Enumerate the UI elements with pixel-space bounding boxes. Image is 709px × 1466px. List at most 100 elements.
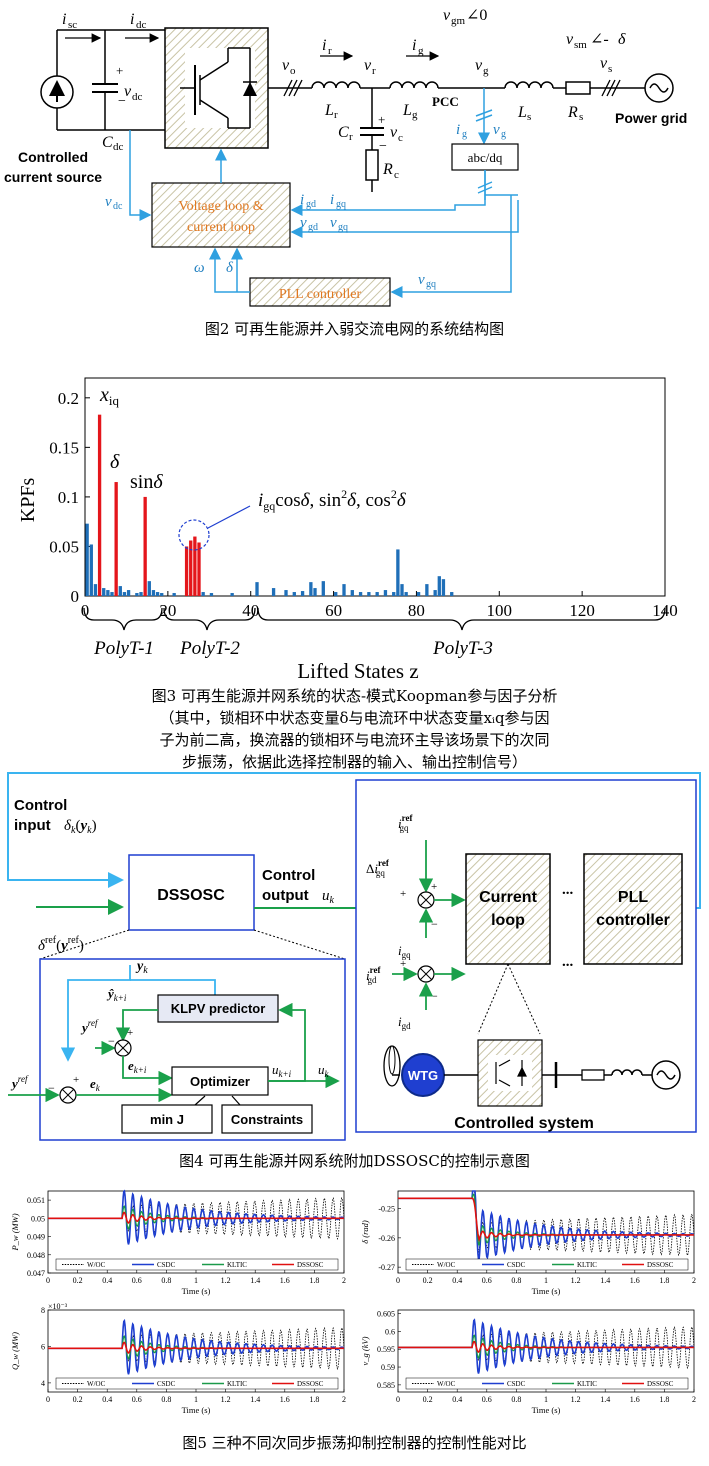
fig5-x-tick-label: 1 [194,1276,198,1285]
fig5-x-tick-label: 1.2 [571,1395,581,1404]
fig5-y-tick-label: 0.585 [377,1381,395,1390]
fig3-bar [147,581,151,596]
svg-text:R: R [567,104,578,121]
svg-text:sm: sm [574,39,587,51]
svg-text:g: g [412,109,418,121]
fig5-x-tick-label: 1.2 [571,1276,581,1285]
fig5-x-tick-label: 0.6 [132,1395,142,1404]
ek-symbol: ek [90,1076,101,1093]
svg-text:g: g [501,129,506,140]
fig5-x-tick-label: 0 [396,1395,400,1404]
svg-text:L: L [324,102,334,119]
fig5-legend-label: DSSOSC [297,1261,324,1269]
fig3-bar [416,592,421,596]
power-grid-icon [644,73,674,103]
fig5-x-tick-label: 1.6 [630,1276,640,1285]
fig3-bar [209,593,214,596]
wind-turbine-icon [383,1045,445,1097]
min-j-block [121,1104,213,1134]
fig5-x-tick-label: 0.4 [102,1395,112,1404]
fig3-bar [313,588,317,596]
fig5-legend-label: W/OC [437,1261,456,1269]
inductor-lr-icon [311,81,361,89]
current-loop-label-2: loop [491,912,525,929]
fig3-bar [93,584,98,596]
fig5-y-tick-label: 0.605 [377,1310,395,1319]
dssosc-label: DSSOSC [157,887,225,904]
pll-label-1: PLL [618,889,648,906]
svg-text:dc: dc [132,91,143,103]
svg-text:v: v [475,57,483,74]
fig5-legend-label: KLTIC [227,1261,247,1269]
fig5-x-tick-label: 0 [46,1395,50,1404]
fig5-x-label: Time (s) [532,1286,561,1296]
fig5-x-tick-label: 0.8 [511,1395,521,1404]
fig3-bar-highlighted [189,540,193,596]
fig5-panel-2: 0 0.2 0.4 0.6 0.8 1 1.2 1.4 1.6 1.8 2 -0.25 -0.26 -0.… [360,1190,696,1296]
svg-text:+: + [400,958,406,970]
svg-text:L: L [517,104,527,121]
svg-text:v: v [124,83,132,100]
svg-text:dc: dc [113,141,124,153]
fig5-y-tick-label: -0.26 [378,1234,395,1243]
fig5-x-tick-label: 1.4 [250,1276,260,1285]
converter-switch-icon [164,27,269,149]
fig5-series-dssosc [48,1211,344,1224]
svg-text:gm: gm [451,15,466,27]
svg-text:+: + [431,881,437,893]
svg-text:ω: ω [194,260,205,276]
fig3-bar [284,590,288,596]
fig3-x-tick-label: 60 [325,601,342,620]
svg-text:−: − [431,917,438,931]
fig3-x-tick-label: 0 [81,601,90,620]
svg-text:δ: δ [226,260,234,276]
pll-block-label: PLL controller [279,287,362,302]
fig5-x-tick-label: 1.8 [309,1276,319,1285]
fig3-bar [292,592,296,596]
fig3-y-tick-label: 0.1 [58,488,79,507]
fig3-annotation-sindelta: sinδ [130,471,163,493]
svg-text:∠-: ∠- [590,31,609,48]
fig3-caption-line-3: 子为前二高，换流器的锁相环与电流环主导该场景下的次同 [159,731,550,749]
fig5-series-dssosc [398,1197,694,1243]
svg-text:R: R [382,161,393,178]
svg-text:i: i [62,11,66,28]
fig5-x-tick-label: 1.6 [630,1395,640,1404]
svg-text:sc: sc [68,19,77,31]
svg-text:−: − [379,139,387,154]
svg-text:v: v [330,215,337,231]
fig3-bar [375,592,379,596]
svg-text:L: L [402,102,412,119]
fig3-bar [85,523,89,596]
fig3-x-tick-label: 80 [408,601,425,620]
pll-controller-block-fig4 [583,853,683,965]
fig5-x-tick-label: 0.6 [482,1395,492,1404]
inductor-icon [611,1069,643,1076]
svg-text:v: v [390,124,398,141]
fig3-bar-highlighted [97,414,102,596]
svg-text:i: i [130,11,134,28]
fig3-group-2: PolyT-2 [179,638,240,659]
fig5-x-tick-label: 0.2 [423,1276,433,1285]
power-grid-label: Power grid [615,110,687,126]
svg-text:dc: dc [136,19,147,31]
fig5-legend-label: DSSOSC [297,1380,324,1388]
fig5-y-tick-label: 0.59 [381,1363,395,1372]
svg-text:−: − [431,989,438,1003]
svg-text:g: g [483,65,489,77]
svg-text:−: − [108,1034,115,1048]
svg-text:+: + [400,888,406,900]
controlled-source-label-2: current source [4,169,102,185]
fig5-legend-label: CSDC [157,1380,176,1388]
fig5-x-tick-label: 1 [544,1395,548,1404]
svg-text:gq: gq [336,199,346,210]
svg-text:r: r [328,45,332,57]
fig3-bar [358,592,363,596]
fig5-x-tick-label: 0.6 [482,1276,492,1285]
fig5-x-tick-label: 1.2 [221,1395,231,1404]
fig5-legend: W/OC CSDC KLTIC DSSOSC [405,1377,689,1390]
svg-text:i: i [322,37,326,54]
svg-text:i: i [300,192,304,208]
fig5-y-tick-label: 0.6 [385,1327,395,1336]
fig5-x-tick-label: 0.4 [102,1276,112,1285]
